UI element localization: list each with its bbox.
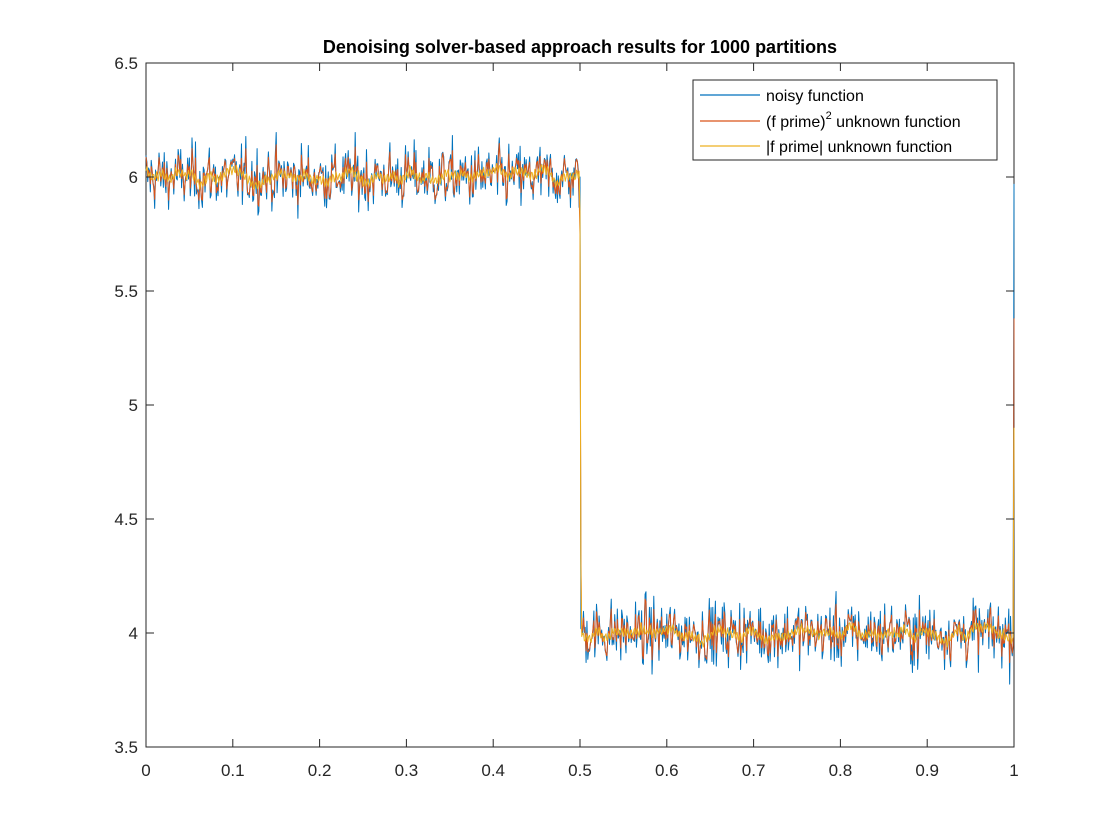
- x-tick-label: 0: [141, 761, 150, 780]
- x-tick-label: 0.1: [221, 761, 245, 780]
- x-tick-label: 0.7: [742, 761, 766, 780]
- y-tick-label: 5.5: [114, 282, 138, 301]
- legend-box: [692, 79, 998, 161]
- y-tick-label: 3.5: [114, 738, 138, 757]
- x-tick-label: 0.2: [308, 761, 332, 780]
- chart-title: Denoising solver-based approach results …: [323, 37, 837, 57]
- x-tick-label: 0.5: [568, 761, 592, 780]
- legend-label-noisy: noisy function: [766, 88, 864, 105]
- series-line-2: [145, 163, 1015, 648]
- legend: noisy function (f prime)2 unknown functi…: [692, 79, 998, 161]
- series-layer: [145, 131, 1015, 685]
- legend-label-fprime-squared-rest: unknown function: [832, 114, 961, 131]
- x-tick-label: 1: [1009, 761, 1018, 780]
- legend-label-abs-fprime: |f prime| unknown function: [766, 139, 952, 156]
- y-tick-label: 4: [129, 624, 138, 643]
- x-tick-label: 0.4: [481, 761, 505, 780]
- y-tick-label: 4.5: [114, 510, 138, 529]
- x-tick-label: 0.9: [915, 761, 939, 780]
- ticks-layer: 0 0.1 0.2 0.3 0.4 0.5 0.6 0.7 0.8 0.9 1 3.5 4 4.5 5 5.5…: [114, 54, 1018, 780]
- x-tick-label: 0.6: [655, 761, 679, 780]
- plot-area: 0 0.1 0.2 0.3 0.4 0.5 0.6 0.7 0.8 0.9 1 3.5 4 4.5 5 5.5…: [114, 54, 1018, 780]
- x-tick-label: 0.3: [395, 761, 419, 780]
- y-tick-label: 6.5: [114, 54, 138, 73]
- legend-label-fprime-squared-exponent: 2: [826, 110, 832, 122]
- y-tick-label: 5: [129, 396, 138, 415]
- y-tick-label: 6: [129, 168, 138, 187]
- legend-label-fprime-squared-main: (f prime): [766, 114, 826, 131]
- legend-label-fprime-squared: (f prime)2 unknown function: [766, 110, 961, 131]
- x-tick-label: 0.8: [829, 761, 853, 780]
